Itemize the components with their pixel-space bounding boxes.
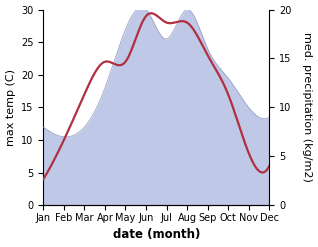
X-axis label: date (month): date (month) xyxy=(113,228,200,242)
Y-axis label: max temp (C): max temp (C) xyxy=(5,69,16,146)
Y-axis label: med. precipitation (kg/m2): med. precipitation (kg/m2) xyxy=(302,32,313,182)
